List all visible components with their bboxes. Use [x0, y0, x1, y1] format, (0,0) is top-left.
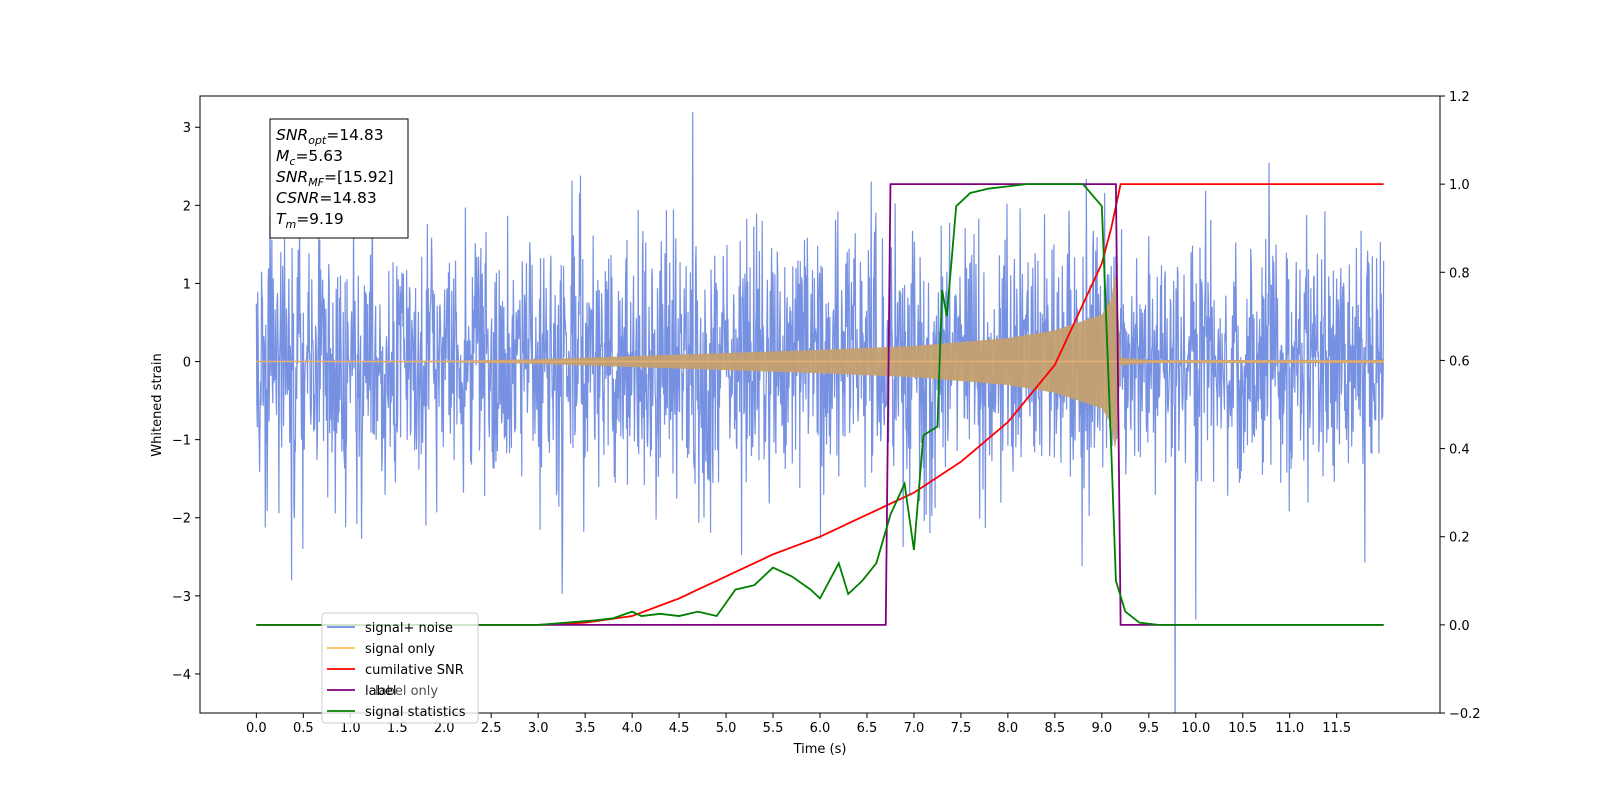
x-tick-label: 10.5	[1228, 721, 1257, 736]
x-tick-label: 2.5	[481, 721, 502, 736]
x-tick-label: 5.0	[716, 721, 737, 736]
x-tick-label: 3.0	[528, 721, 549, 736]
x-tick-label: 2.0	[434, 721, 455, 736]
x-tick-label: 3.5	[575, 721, 596, 736]
legend-label: cumilative SNR	[365, 663, 464, 678]
x-tick-label: 8.5	[1045, 721, 1066, 736]
x-tick-label: 4.5	[669, 721, 690, 736]
legend-label: label	[365, 684, 396, 699]
x-tick-label: 6.5	[857, 721, 878, 736]
series-signal-noise	[255, 111, 1385, 713]
annotation-box: SNRopt=14.83Mc=5.63SNRMF=[15.92]CSNR=14.…	[269, 118, 409, 239]
y2-tick-label: 1.2	[1449, 90, 1470, 105]
x-tick-label: 9.5	[1138, 721, 1159, 736]
series-signal-statistics	[256, 183, 1384, 626]
y-tick-label: −1	[172, 434, 191, 449]
y2-tick-label: 0.8	[1449, 266, 1470, 281]
legend-label: signal+ noise	[365, 621, 453, 636]
x-tick-label: 6.0	[810, 721, 831, 736]
y-tick-label: 0	[183, 356, 191, 371]
x-tick-label: 7.5	[951, 721, 972, 736]
y-axis-right: −0.2 0.0 0.2 0.4 0.6 0.8 1.0 1.2	[1440, 90, 1481, 722]
y-tick-label: −4	[172, 668, 191, 683]
annotation-line: SNRopt=14.83	[276, 126, 384, 147]
y-tick-label: 2	[183, 199, 191, 214]
x-tick-label: 9.0	[1091, 721, 1112, 736]
annotation-frame	[269, 118, 409, 239]
y-tick-label: −3	[172, 590, 191, 605]
x-tick-label: 1.0	[340, 721, 361, 736]
annotation-line: CSNR=14.83	[276, 189, 377, 207]
y2-tick-label: 1.0	[1449, 178, 1470, 193]
legend-label: signal only	[365, 642, 435, 657]
x-tick-label: 11.0	[1275, 721, 1304, 736]
x-tick-label: 8.0	[998, 721, 1019, 736]
annotation-line: Mc=5.63	[276, 147, 343, 168]
x-tick-label: 0.5	[293, 721, 314, 736]
x-tick-label: 10.0	[1181, 721, 1210, 736]
legend: signal+ noise signal only cumilative SNR la…	[321, 612, 479, 724]
legend-frame	[321, 612, 479, 724]
y2-tick-label: 0.0	[1449, 619, 1470, 634]
x-tick-label: 0.0	[246, 721, 267, 736]
y2-tick-label: −0.2	[1449, 707, 1481, 722]
y-axis-title: Whitened strain	[150, 353, 165, 456]
y2-tick-label: 0.6	[1449, 354, 1470, 369]
x-axis-title: Time (s)	[793, 742, 847, 757]
legend-label: signal statistics	[365, 705, 466, 720]
y-axis-left: −4 −3 −2 −1 0 1 2 3	[172, 121, 200, 683]
x-tick-label: 4.0	[622, 721, 643, 736]
y-tick-label: 1	[183, 277, 191, 292]
y2-tick-label: 0.2	[1449, 531, 1470, 546]
x-tick-label: 5.5	[763, 721, 784, 736]
legend-ghost-label: label only	[375, 684, 438, 699]
annotation-line: Tm=9.19	[276, 210, 344, 231]
x-axis: 0.0 0.5 1.0 1.5 2.0 2.5 3.0 3.5 4.0 4.5 5.0 5.5 6.0 6…	[246, 713, 1351, 736]
x-tick-label: 11.5	[1322, 721, 1351, 736]
y-tick-label: −2	[172, 512, 191, 527]
x-tick-label: 1.5	[387, 721, 408, 736]
y2-tick-label: 0.4	[1449, 443, 1470, 458]
y-tick-label: 3	[183, 121, 191, 136]
x-tick-label: 7.0	[904, 721, 925, 736]
annotation-line: SNRMF=[15.92]	[276, 168, 394, 189]
